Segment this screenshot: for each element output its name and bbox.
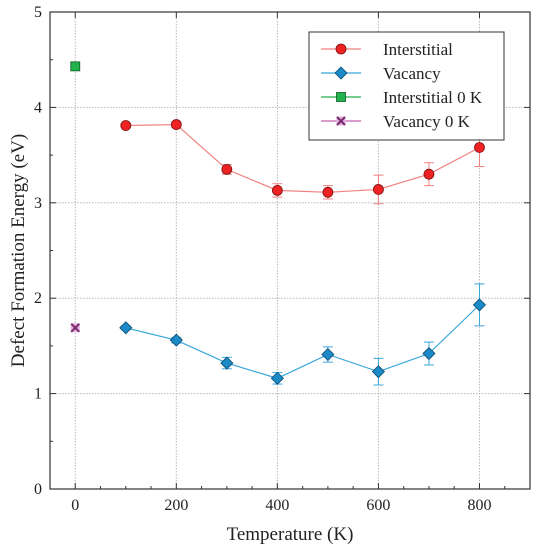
y-tick-label: 1 [34,386,42,403]
legend-label: Vacancy [383,64,441,83]
legend-label: Interstitial [383,40,453,59]
y-tick-label: 2 [34,290,42,307]
data-point [373,184,384,195]
y-tick-label: 4 [34,99,42,116]
data-point [474,142,485,153]
series-line [125,123,480,193]
legend-label: Vacancy 0 K [383,112,471,131]
series-interstitial-0-k [70,61,81,72]
y-tick-label: 0 [34,481,42,498]
axis-ticks: 0 200 400 600 800 0 1 2 3 4 5 [34,4,531,514]
x-tick-label: 800 [467,497,491,514]
legend-item: Interstitial [321,40,453,59]
series-vacancy [119,283,487,386]
y-tick-label: 5 [34,4,42,21]
marker-stroke [70,323,80,333]
data-point [321,347,335,362]
series-interstitial [120,119,485,205]
legend-item: Interstitial 0 K [321,88,483,107]
x-tick-label: 200 [164,497,188,514]
data-point [371,365,385,379]
series-line [125,304,480,379]
legend: Interstitial Vacancy Interstitial 0 K Vacan… [308,31,505,141]
legend-marker [336,116,346,126]
data-point [270,371,284,385]
plot-series [70,61,487,386]
y-axis-label: Defect Formation Energy (eV) [8,134,29,367]
data-point [271,184,283,196]
x-tick-label: 400 [265,497,289,514]
legend-marker [335,43,347,55]
data-point [221,164,233,175]
data-point [322,186,334,198]
data-point [220,356,234,370]
data-point [423,168,435,180]
x-tick-label: 600 [366,497,390,514]
x-tick-label: 0 [71,497,79,514]
data-point [472,298,487,312]
data-point [119,321,133,335]
legend-item: Vacancy 0 K [321,112,471,131]
data-point [70,61,81,72]
data-point [169,333,183,347]
data-point [170,119,182,130]
series-vacancy-0-k [70,323,80,333]
legend-marker [336,92,346,102]
data-point [120,120,132,131]
legend-item: Vacancy [321,64,441,83]
x-axis-label: Temperature (K) [227,524,354,545]
legend-marker [334,66,348,80]
legend-label: Interstitial 0 K [383,88,483,107]
y-tick-label: 3 [34,195,42,212]
marker-stroke [336,116,346,126]
data-point [70,323,80,333]
data-point [422,346,436,361]
